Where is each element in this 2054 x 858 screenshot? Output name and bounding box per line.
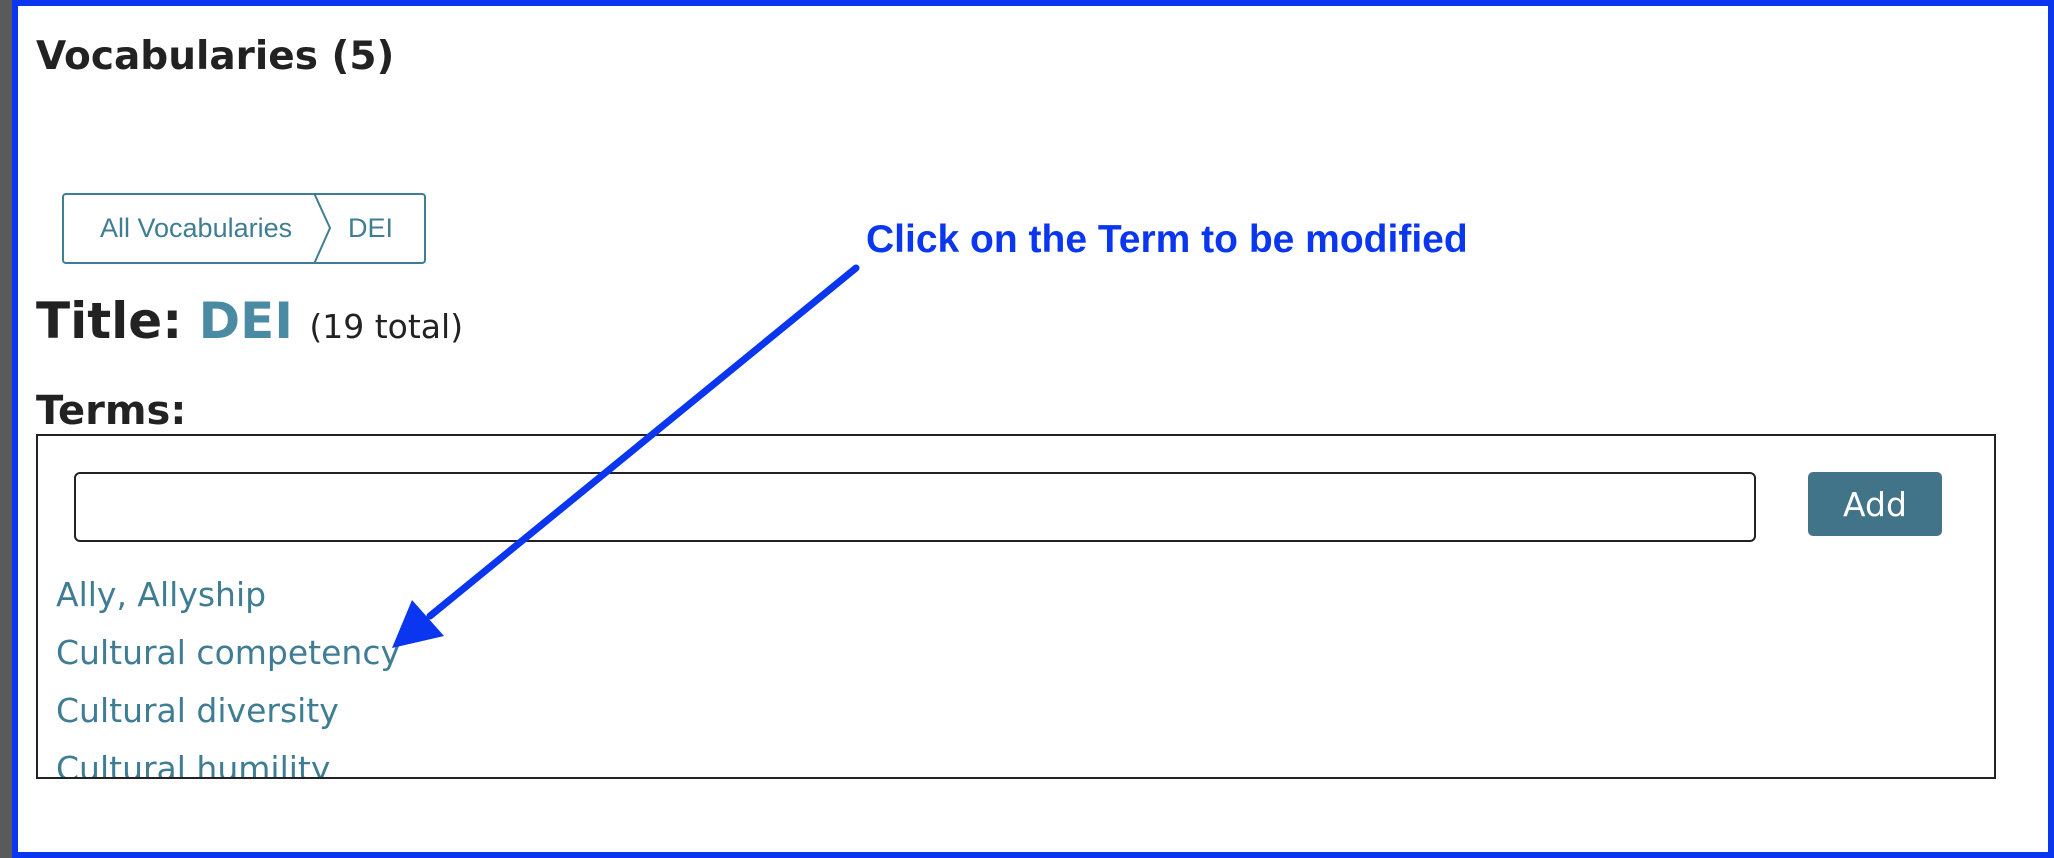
add-term-button[interactable]: Add [1808,472,1942,536]
term-link[interactable]: Ally, Allyship [56,575,267,614]
term-list: Ally, Allyship Cultural competency Cultu… [56,566,400,779]
breadcrumb-current: DEI [348,213,394,243]
annotation-callout: Click on the Term to be modified [866,218,1468,261]
breadcrumb: All Vocabularies DEI [62,193,426,264]
vocabulary-title: Title: DEI (19 total) [36,292,463,350]
title-value: DEI [198,292,293,350]
title-label: Title: [36,292,183,350]
term-link[interactable]: Cultural diversity [56,691,339,730]
term-count: (19 total) [309,307,464,346]
breadcrumb-all-vocabularies[interactable]: All Vocabularies [100,213,293,243]
list-item: Ally, Allyship [56,566,400,624]
list-item: Cultural competency [56,624,400,682]
page-heading: Vocabularies (5) [36,34,395,79]
new-term-input[interactable] [74,472,1756,542]
chevron-right-icon [313,193,332,264]
terms-label: Terms: [36,388,187,434]
list-item: Cultural humility [56,740,400,779]
terms-panel: Add Ally, Allyship Cultural competency C… [36,434,1996,779]
term-link[interactable]: Cultural competency [56,633,400,672]
window-edge [0,0,12,858]
term-link[interactable]: Cultural humility [56,749,331,779]
list-item: Cultural diversity [56,682,400,740]
